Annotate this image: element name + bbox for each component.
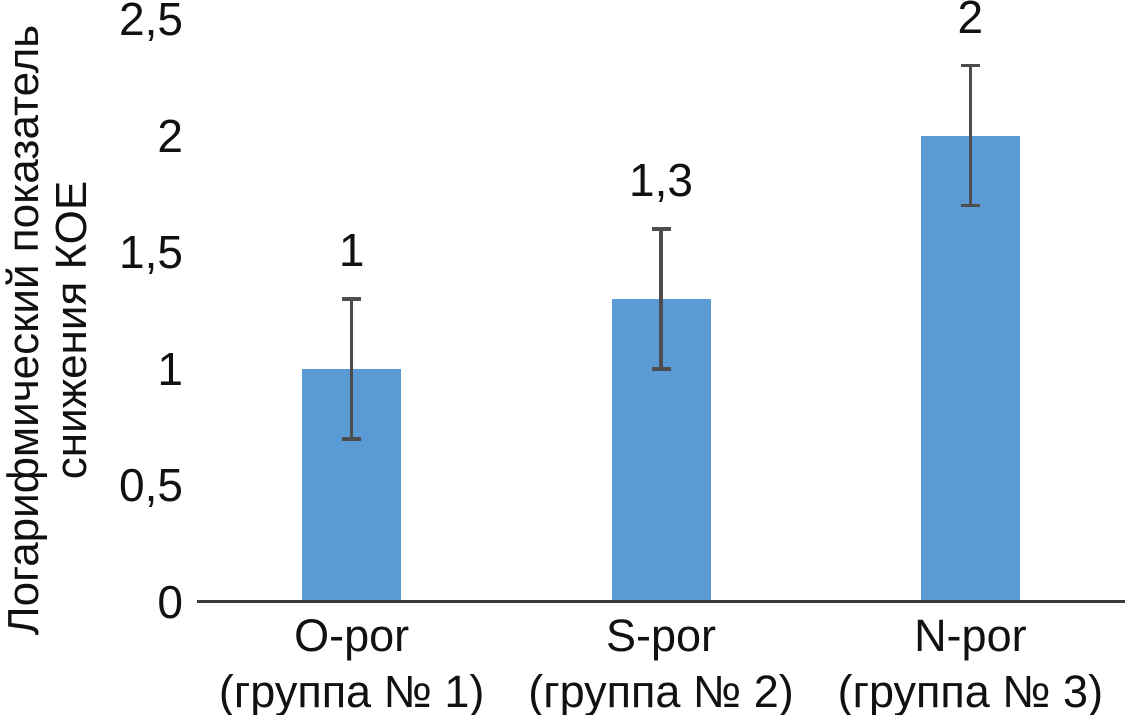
y-tick-label: 2 (157, 109, 183, 162)
x-category-name: O-por (294, 610, 410, 661)
error-bar-bottom-cap (342, 437, 362, 441)
bar (920, 135, 1020, 602)
x-category-name: S-por (605, 610, 717, 661)
x-category-label: S-por (группа № 2) (501, 608, 821, 715)
y-tick-label: 1 (157, 342, 183, 395)
error-bar-line (968, 65, 973, 206)
y-tick-label: 0,5 (119, 459, 183, 512)
x-category-group: (группа № 3) (837, 666, 1104, 715)
x-category-label: N-por (группа № 3) (810, 608, 1128, 715)
y-tick-label: 2,5 (119, 0, 183, 45)
error-bar-top-cap (342, 297, 362, 301)
x-category-group: (группа № 2) (528, 666, 794, 715)
error-bar-bottom-cap (651, 367, 671, 371)
x-category-group: (группа № 1) (218, 666, 485, 715)
error-bar-bottom-cap (960, 203, 980, 208)
y-tick-label: 0 (157, 576, 183, 628)
y-axis-title-line2: снижения КОЕ (47, 180, 96, 480)
error-bar-top-cap (651, 227, 671, 231)
value-label: 1 (338, 223, 365, 276)
x-axis-line (197, 600, 1125, 603)
x-category-name: N-por (914, 610, 1027, 661)
error-bar-line (349, 298, 354, 439)
x-category-label: O-por (группа № 1) (192, 608, 512, 715)
y-tick-label: 1,5 (119, 226, 183, 279)
value-label: 1,3 (629, 153, 693, 206)
error-bar-line (659, 228, 663, 369)
error-bar-top-cap (960, 63, 980, 68)
y-axis-title-line1: Логарифмический показатель (0, 24, 48, 636)
value-label: 2 (957, 0, 984, 43)
y-axis-title: Логарифмический показатель снижения КОЕ (0, 0, 96, 662)
